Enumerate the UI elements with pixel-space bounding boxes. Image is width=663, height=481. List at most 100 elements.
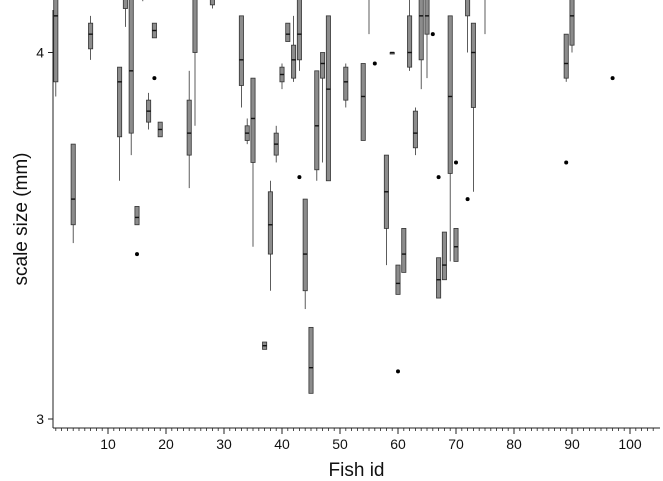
x-axis-title: Fish id: [329, 460, 385, 481]
box: [418, 0, 424, 61]
box-fish-45: [308, 326, 314, 394]
box: [117, 66, 123, 138]
box: [285, 22, 291, 42]
x-tick-label: 40: [274, 436, 290, 452]
box: [134, 206, 140, 226]
box-fish-70: [453, 160, 459, 262]
outlier-point: [396, 369, 400, 374]
box-fish-44: [302, 198, 308, 310]
box-fish-68: [441, 231, 447, 281]
box: [470, 22, 476, 108]
box-fish-7: [88, 15, 94, 60]
box: [360, 63, 366, 141]
box-fish-17: [146, 92, 152, 130]
y-tick-label: 4: [36, 45, 44, 61]
x-tick-label: 50: [332, 436, 348, 452]
box: [407, 15, 413, 68]
box-fish-90: [569, 0, 575, 53]
box: [453, 228, 459, 262]
box-fish-63: [412, 107, 418, 156]
x-tick-label: 10: [100, 436, 116, 452]
box: [447, 15, 453, 174]
box-fish-67: [436, 175, 442, 299]
outlier-point: [610, 76, 615, 81]
outlier-point: [436, 175, 441, 180]
box-fish-75: [484, 0, 486, 35]
box: [267, 191, 273, 255]
box-fish-69: [447, 15, 453, 262]
outlier-point: [564, 160, 569, 165]
box-fish-46: [314, 70, 320, 181]
box: [395, 264, 401, 295]
box-fish-72: [465, 0, 471, 202]
outlier-point: [297, 175, 302, 180]
box-fish-40: [279, 63, 285, 90]
x-tick-label: 100: [618, 436, 642, 452]
box-series: [53, 0, 615, 394]
box-fish-39: [273, 125, 279, 163]
box: [128, 0, 134, 134]
box-fish-59: [389, 51, 395, 55]
box-fish-89: [563, 33, 569, 165]
box: [343, 66, 349, 101]
box-fish-65: [424, 0, 430, 79]
box: [302, 198, 308, 292]
box-fish-37: [262, 341, 268, 350]
x-tick-label: 90: [564, 436, 580, 452]
box-fish-25: [192, 0, 198, 126]
box: [209, 0, 215, 6]
y-tick-label: 3: [36, 411, 44, 427]
box-fish-43: [296, 0, 302, 180]
outlier-point: [430, 32, 435, 37]
box-fish-42: [291, 15, 297, 82]
box: [238, 15, 244, 86]
box: [53, 0, 59, 83]
box: [320, 52, 326, 79]
box-fish-97: [610, 76, 615, 81]
box-fish-56: [372, 61, 377, 66]
box: [88, 22, 94, 50]
x-axis-ticks: 10 20 30 40 50 60 70 80 90 100: [100, 428, 642, 452]
box-fish-41: [285, 22, 291, 42]
box-fish-55: [368, 0, 370, 35]
box-fish-33: [238, 15, 244, 108]
x-tick-label: 70: [448, 436, 464, 452]
box-fish-18: [151, 22, 157, 81]
outlier-point: [454, 160, 458, 165]
box-fish-38: [267, 180, 273, 291]
box-fish-64: [418, 0, 424, 90]
box-fish-19: [157, 121, 163, 138]
box-fish-14: [128, 0, 134, 156]
box: [296, 0, 302, 61]
box-fish-35: [250, 77, 256, 247]
y-axis-title: scale size (mm): [11, 152, 32, 285]
box: [424, 0, 430, 35]
outlier-point: [152, 76, 157, 81]
outlier-point: [372, 61, 377, 66]
outlier-point: [465, 197, 470, 202]
box: [436, 257, 442, 299]
box: [412, 110, 418, 149]
box-fish-28: [209, 0, 215, 9]
box-fish-51: [343, 63, 349, 108]
outlier-point: [135, 252, 139, 257]
box-fish-1: [53, 0, 59, 97]
box: [186, 99, 192, 156]
y-axis-ticks: 3456: [36, 45, 53, 427]
box: [122, 0, 128, 9]
x-tick-label: 60: [390, 436, 406, 452]
box-fish-62: [407, 0, 413, 71]
box: [291, 44, 297, 79]
box-fish-73: [470, 22, 476, 192]
box-fish-24: [186, 70, 192, 189]
box: [563, 33, 569, 79]
box: [401, 228, 407, 273]
box-fish-66: [430, 32, 435, 37]
box-fish-34: [244, 118, 250, 145]
box: [325, 15, 331, 182]
box: [314, 70, 320, 171]
box-fish-54: [360, 63, 366, 141]
box-fish-61: [401, 228, 407, 273]
x-tick-label: 80: [506, 436, 522, 452]
